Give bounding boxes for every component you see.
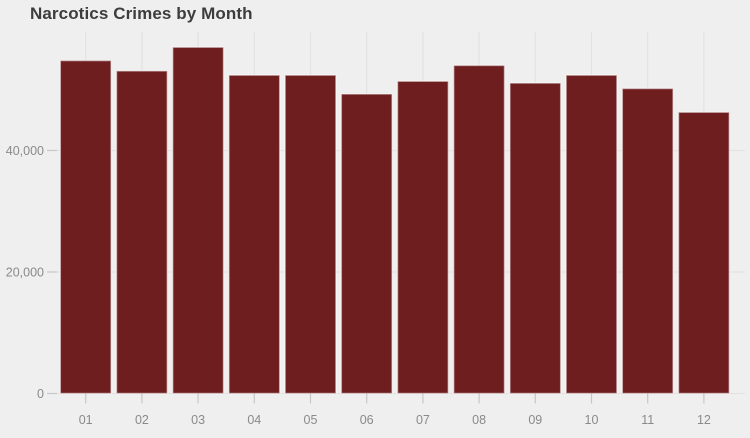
x-tick-label: 03 — [191, 413, 205, 427]
y-tick-label: 0 — [37, 387, 44, 401]
bar-06 — [340, 93, 393, 395]
x-tick-label: 09 — [528, 413, 542, 427]
bar-07 — [396, 80, 450, 395]
x-tick-label: 10 — [585, 413, 599, 427]
x-tick-label: 11 — [641, 413, 654, 427]
bar-01 — [59, 59, 112, 395]
x-tick-label: 02 — [135, 413, 149, 427]
y-tick-label: 20,000 — [6, 265, 44, 279]
bar-11 — [621, 87, 674, 395]
x-tick-label: 08 — [472, 413, 486, 427]
bar-04 — [228, 74, 281, 395]
bar-12 — [677, 111, 731, 395]
bar-03 — [171, 46, 225, 395]
bar-09 — [509, 82, 562, 395]
x-tick-label: 01 — [79, 413, 93, 427]
bar-05 — [284, 74, 337, 395]
x-tick-label: 07 — [416, 413, 430, 427]
bar-10 — [565, 74, 618, 395]
chart-title: Narcotics Crimes by Month — [30, 4, 253, 23]
x-tick-label: 06 — [360, 413, 374, 427]
y-tick-label: 40,000 — [6, 144, 44, 158]
x-tick-label: 04 — [247, 413, 261, 427]
x-tick-label: 05 — [304, 413, 318, 427]
bar-02 — [115, 70, 169, 395]
bar-08 — [452, 64, 506, 395]
x-tick-label: 12 — [697, 413, 711, 427]
